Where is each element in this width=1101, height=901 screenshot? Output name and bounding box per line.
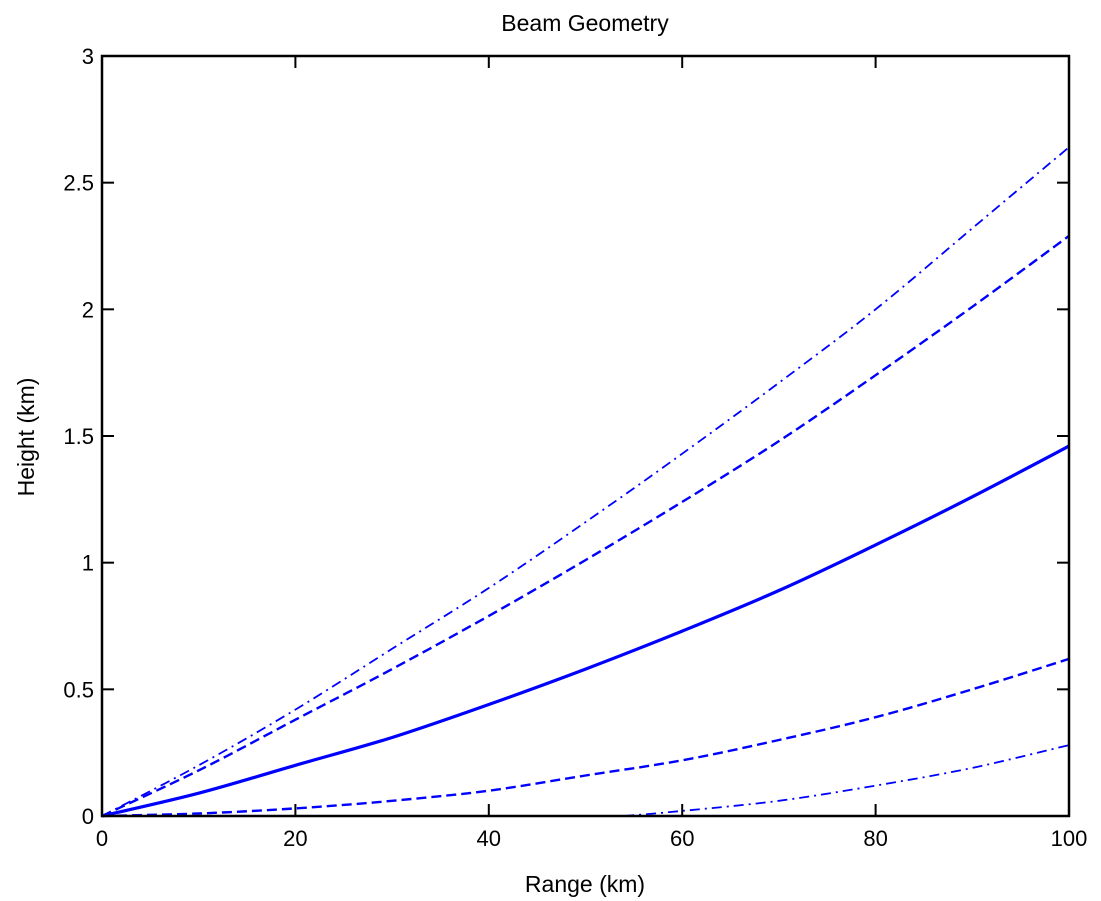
- series-layer: [101, 146, 1070, 818]
- y-tick-label-0.5: 0.5: [63, 677, 94, 702]
- plot-frame: [100, 54, 1071, 818]
- series-line-1-dashdot: [101, 146, 1070, 817]
- y-tick-label-1: 1: [82, 551, 94, 576]
- y-axis-ticks: 0 0.5 1 1.5 2 2.5 3: [63, 44, 1069, 829]
- series-line-4-dashed: [101, 657, 1070, 818]
- y-tick-label-2: 2: [82, 297, 94, 322]
- x-tick-label-20: 20: [283, 826, 307, 851]
- y-tick-label-2.5: 2.5: [63, 171, 94, 196]
- series-line-3-solid: [101, 444, 1070, 818]
- x-tick-label-40: 40: [477, 826, 501, 851]
- x-axis-title: Range (km): [525, 871, 645, 897]
- x-tick-label-60: 60: [670, 826, 694, 851]
- x-tick-label-0: 0: [96, 826, 108, 851]
- series-line-2-dashed: [101, 234, 1070, 818]
- y-tick-label-1.5: 1.5: [63, 424, 94, 449]
- series-line-5-dashdot: [624, 744, 1070, 817]
- y-axis-title: Height (km): [13, 378, 39, 497]
- y-tick-label-3: 3: [82, 44, 94, 69]
- y-tick-label-0: 0: [82, 804, 94, 829]
- x-tick-label-100: 100: [1051, 826, 1088, 851]
- x-axis-ticks: 0 20 40 60 80 100: [96, 56, 1087, 851]
- x-tick-label-80: 80: [863, 826, 887, 851]
- chart-title: Beam Geometry: [501, 10, 669, 36]
